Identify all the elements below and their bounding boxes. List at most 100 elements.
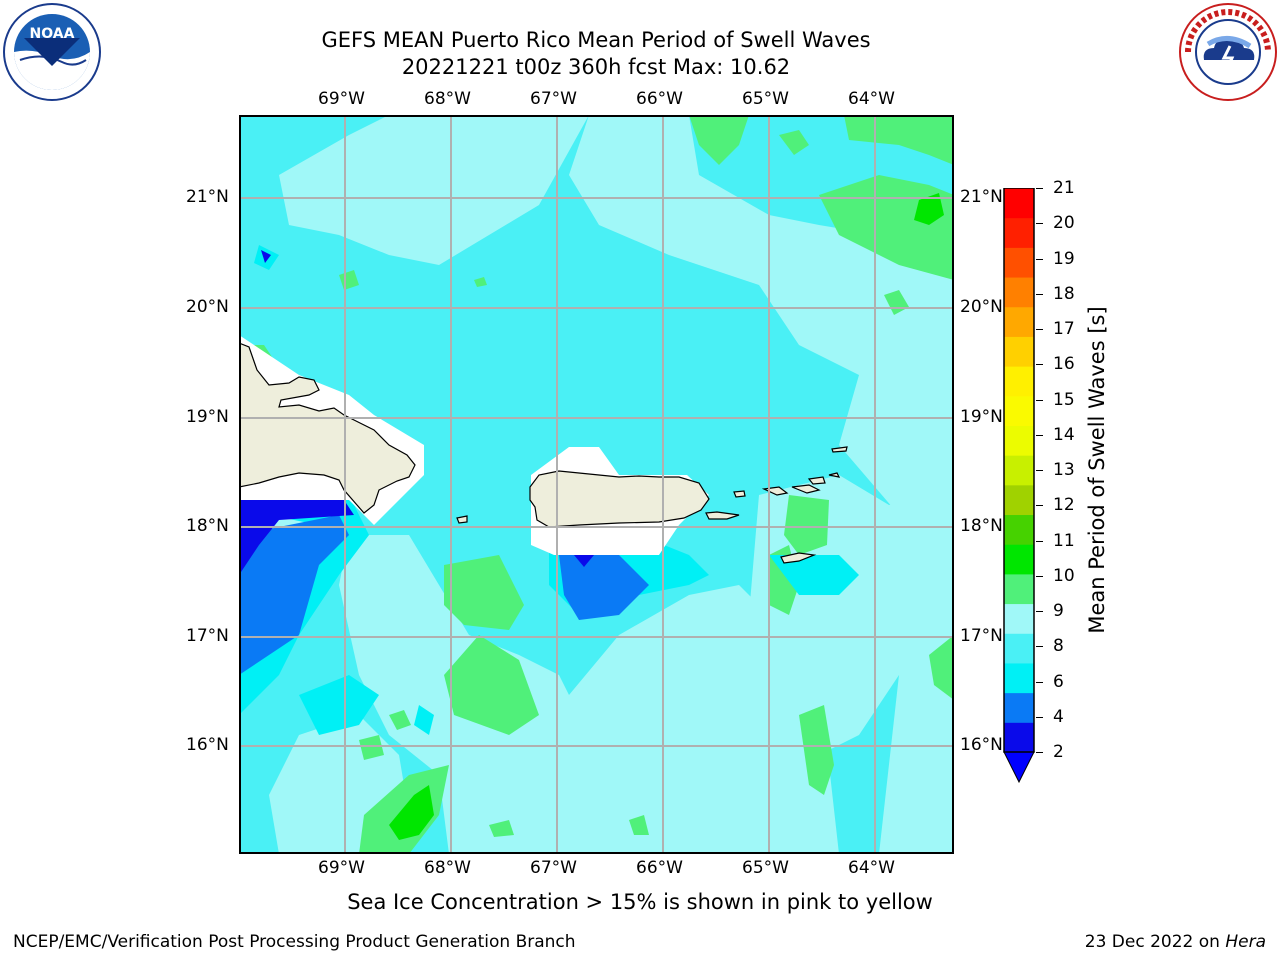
colorbar-tick-mark [1036,575,1043,577]
colorbar-swatch [1004,544,1034,575]
colorbar-tick-label: 4 [1053,706,1064,727]
lat-tick-left-17n: 17°N [186,626,229,646]
sea-ice-caption: Sea Ice Concentration > 15% is shown in … [347,890,933,914]
lon-tick-top-68w: 68°W [424,89,471,109]
colorbar-swatch [1004,425,1034,456]
colorbar-swatch [1004,514,1034,545]
colorbar-swatch [1004,603,1034,634]
field-4-6s [239,515,649,675]
colorbar-tick-mark [1036,434,1043,436]
field-2-4s [239,250,594,575]
field-10-11s [389,193,944,840]
footer-date: 23 Dec 2022 on [1084,932,1226,952]
nws-logo [1178,2,1278,102]
colorbar-swatches [1003,187,1035,784]
lon-tick-top-69w: 69°W [318,89,365,109]
lon-tick-bottom-65w: 65°W [742,858,789,878]
colorbar-swatch [1004,722,1034,753]
colorbar-swatch [1004,277,1034,308]
colorbar-swatch [1004,692,1034,723]
swell-period-map [238,115,954,854]
colorbar-tick-label: 18 [1053,283,1075,304]
colorbar-swatch [1004,395,1034,426]
map-title-line1: GEFS MEAN Puerto Rico Mean Period of Swe… [321,28,871,52]
noaa-logo: NOAA [2,2,102,102]
colorbar-tick-label: 2 [1053,742,1064,762]
colorbar-tick-mark [1036,681,1043,683]
colorbar-tick-label: 11 [1053,530,1075,551]
colorbar-tick-mark [1036,399,1043,401]
footer-right: 23 Dec 2022 on Hera [1085,932,1266,952]
lon-tick-top-66w: 66°W [636,89,683,109]
lat-tick-left-20n: 20°N [186,297,229,317]
lon-tick-bottom-68w: 68°W [424,858,471,878]
lat-tick-left-21n: 21°N [186,187,229,207]
lon-tick-bottom-66w: 66°W [636,858,683,878]
graticule [239,115,954,854]
lon-tick-bottom-64w: 64°W [848,858,895,878]
colorbar-extend-arrow [1003,751,1035,784]
lat-tick-left-18n: 18°N [186,516,229,536]
lon-tick-top-67w: 67°W [530,89,577,109]
colorbar-tick-label: 6 [1053,671,1064,692]
footer-left: NCEP/EMC/Verification Post Processing Pr… [13,932,576,952]
colorbar-swatch [1004,217,1034,248]
colorbar-swatch [1004,662,1034,694]
lat-tick-left-19n: 19°N [186,407,229,427]
noaa-logo-text: NOAA [30,26,75,42]
lat-tick-right-17n: 17°N [960,626,1003,646]
colorbar-tick-mark [1036,188,1043,189]
colorbar-label: Mean Period of Swell Waves [s] [1085,306,1109,634]
map-frame [239,115,954,854]
colorbar-tick-mark [1036,540,1043,542]
colorbar-swatch [1004,633,1034,664]
colorbar-tick-mark [1036,716,1043,718]
colorbar-tick-mark [1036,752,1043,753]
lon-tick-top-64w: 64°W [848,89,895,109]
footer-host: Hera [1225,932,1266,952]
colorbar-tick-label: 9 [1053,601,1064,621]
colorbar-tick-label: 17 [1053,319,1075,339]
colorbar-swatch [1004,247,1034,278]
colorbar-swatch [1004,455,1034,486]
colorbar-tick-label: 8 [1053,636,1064,657]
colorbar [1002,187,1036,784]
colorbar-tick-label: 13 [1053,460,1075,480]
colorbar-swatch [1004,306,1034,337]
colorbar-swatch [1004,484,1034,516]
colorbar-tick-mark [1036,293,1043,295]
lat-tick-right-21n: 21°N [960,187,1003,207]
colorbar-swatch [1004,188,1034,219]
colorbar-tick-mark [1036,223,1043,225]
colorbar-tick-label: 21 [1053,178,1075,198]
colorbar-tick-label: 20 [1053,213,1075,234]
colorbar-tick-label: 19 [1053,248,1075,269]
colorbar-swatch [1004,573,1034,605]
colorbar-tick-mark [1036,646,1043,648]
colorbar-tick-label: 16 [1053,354,1075,375]
lat-tick-right-16n: 16°N [960,735,1003,755]
colorbar-tick-mark [1036,611,1043,612]
colorbar-tick-mark [1036,329,1043,330]
colorbar-frame [1003,187,1035,753]
colorbar-tick-mark [1036,470,1043,471]
lat-tick-right-19n: 19°N [960,407,1003,427]
colorbar-tick-mark [1036,258,1043,260]
colorbar-tick-mark [1036,505,1043,507]
colorbar-tick-label: 15 [1053,389,1075,410]
colorbar-swatch [1004,366,1034,397]
land-areas [238,342,848,564]
colorbar-tick-mark [1036,364,1043,366]
map-title-line2: 20221221 t00z 360h fcst Max: 10.62 [401,55,791,79]
lon-tick-bottom-69w: 69°W [318,858,365,878]
lat-tick-right-18n: 18°N [960,516,1003,536]
lon-tick-bottom-67w: 67°W [530,858,577,878]
lat-tick-right-20n: 20°N [960,297,1003,317]
lon-tick-top-65w: 65°W [742,89,789,109]
colorbar-tick-label: 14 [1053,424,1075,445]
lat-tick-left-16n: 16°N [186,735,229,755]
colorbar-tick-label: 10 [1053,565,1075,586]
colorbar-swatch [1004,336,1034,367]
map-plot-area [238,115,954,854]
colorbar-tick-label: 12 [1053,495,1075,516]
